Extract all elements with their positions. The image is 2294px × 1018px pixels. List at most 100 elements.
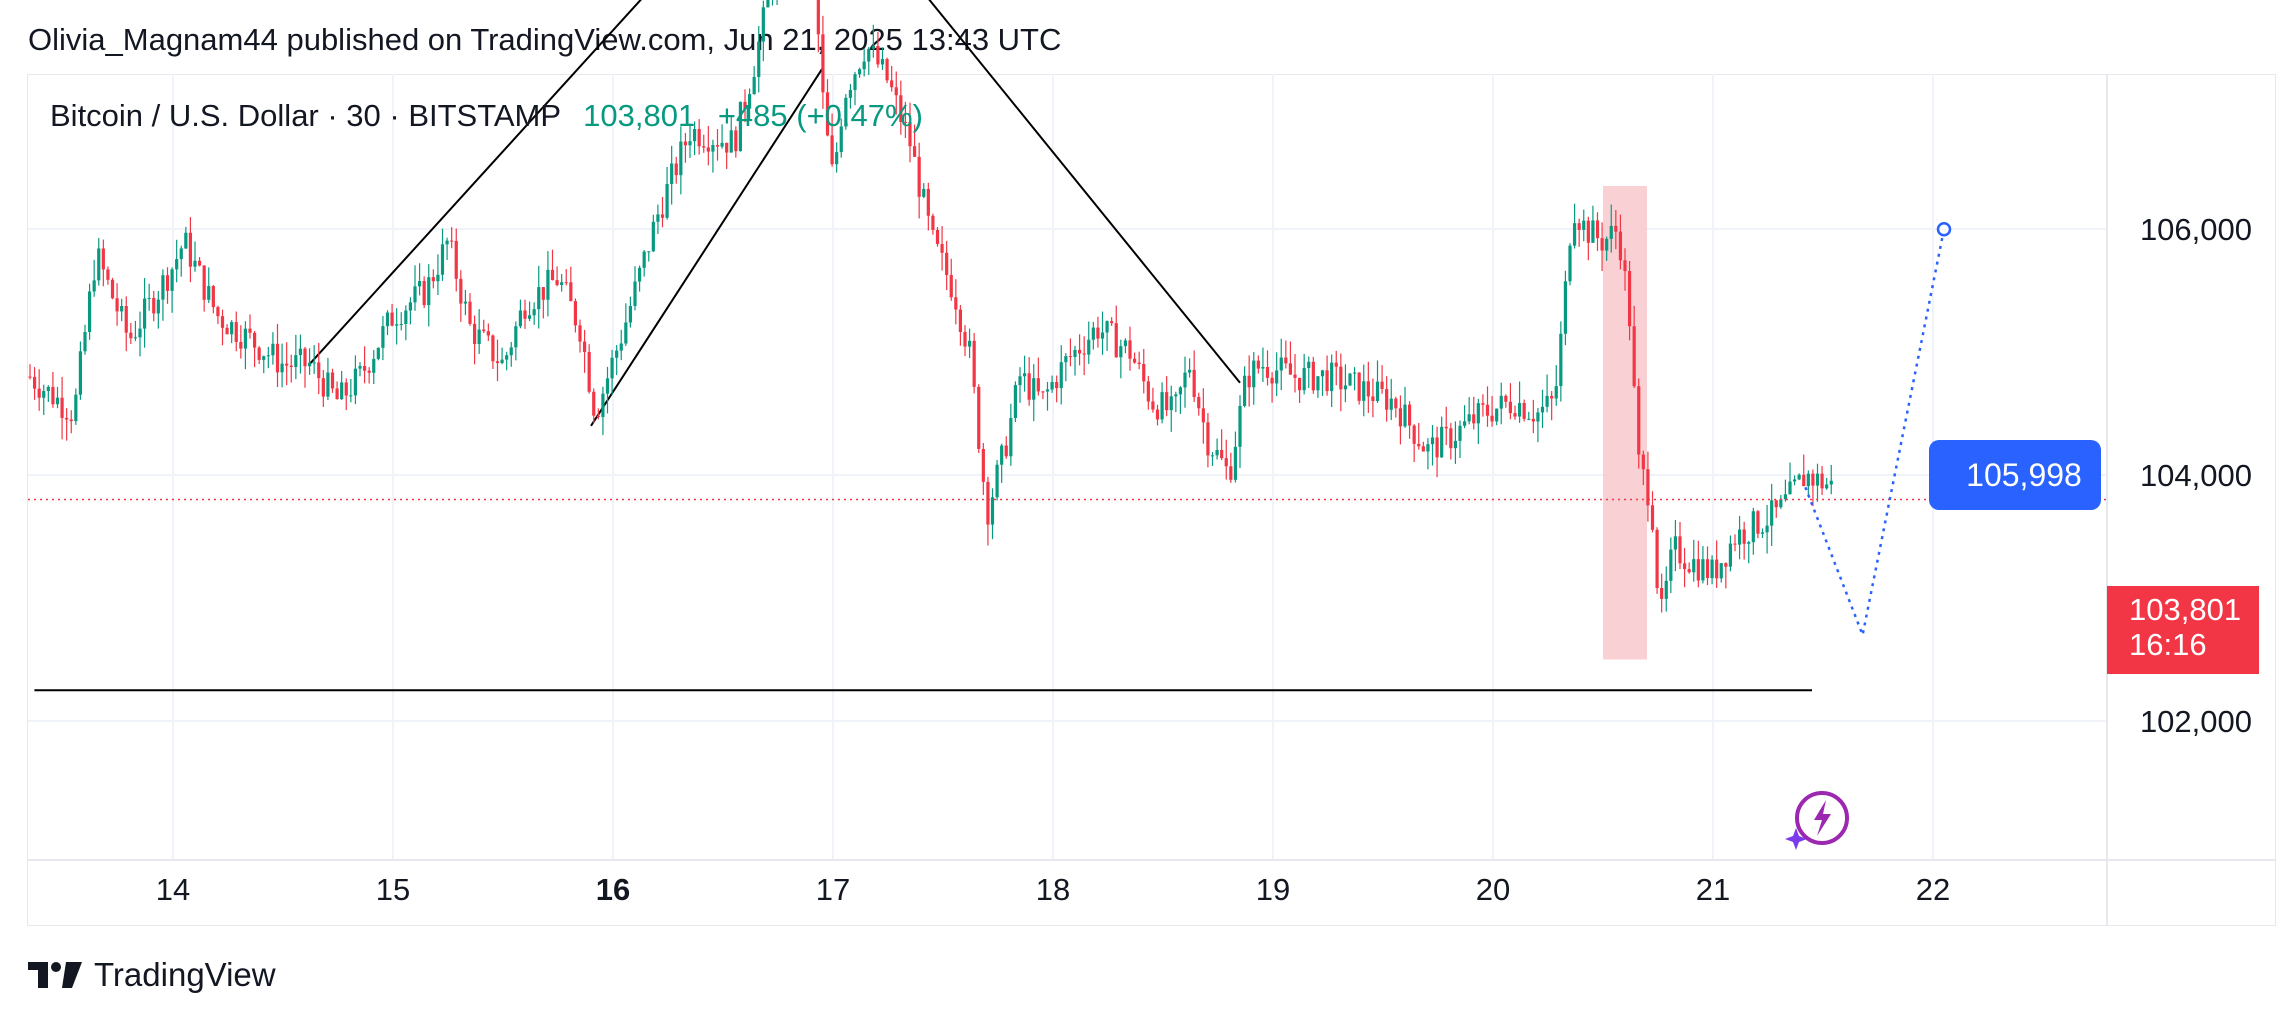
candle-body [1114, 323, 1118, 358]
candle-body [42, 390, 46, 398]
candle-body [899, 95, 903, 122]
candle-body [1187, 369, 1192, 373]
candle-body [1275, 370, 1279, 384]
candle-body [1490, 415, 1494, 422]
candle-body [1806, 473, 1810, 487]
candle-body [1174, 394, 1178, 397]
candle-body [582, 341, 587, 352]
symbol-legend[interactable]: Bitcoin / U.S. Dollar · 30 · BITSTAMP 10… [50, 98, 923, 134]
candle-body [1339, 366, 1343, 390]
candle-body [514, 326, 518, 348]
candle-body [505, 355, 509, 360]
candle-body [321, 378, 325, 397]
candle-body [1270, 377, 1274, 384]
price-tick-label: 102,000 [2140, 704, 2252, 739]
candle-body [935, 229, 940, 245]
candle-body [1036, 378, 1040, 392]
candle-body [876, 45, 880, 65]
candle-body [1077, 349, 1082, 354]
time-tick-label: 14 [156, 872, 190, 907]
candle-body [500, 359, 504, 364]
candle-body [46, 386, 50, 391]
candle-body [381, 326, 385, 348]
candle-body [1050, 382, 1054, 390]
candle-body [926, 188, 930, 216]
candle-body [110, 279, 115, 299]
candle-body [445, 240, 449, 245]
candle-body [903, 121, 908, 123]
candle-body [1421, 446, 1425, 452]
candle-body [1811, 473, 1815, 486]
candle-body [1600, 238, 1604, 251]
candle-body [1119, 346, 1123, 358]
candle-body [1022, 373, 1027, 377]
candle-body [825, 92, 830, 136]
candle-body [1238, 405, 1242, 447]
candle-body [175, 259, 179, 270]
time-axis: 14 15 16 17 18 19 20 21 22 [156, 872, 1950, 907]
candle-body [1394, 398, 1398, 409]
candle-body [431, 277, 435, 282]
candle-body [564, 282, 568, 284]
candle-body [427, 277, 431, 306]
candle-body [1013, 385, 1018, 418]
candle-body [1242, 375, 1247, 406]
brand-footer[interactable]: TradingView [28, 956, 276, 994]
candle-body [1146, 381, 1150, 402]
candle-body [596, 415, 600, 418]
candle-body [335, 388, 339, 400]
candle-body [1737, 529, 1742, 545]
candle-body [958, 309, 963, 333]
current-price-value: 103,801 [2129, 592, 2242, 627]
candle-body [436, 274, 440, 282]
candle-body [1467, 414, 1471, 422]
candle-body [156, 299, 160, 314]
candle-body [1696, 559, 1700, 581]
candle-body [1550, 395, 1554, 399]
candle-body [1673, 536, 1678, 550]
candle-body [216, 307, 220, 317]
candle-body [1756, 511, 1760, 534]
candle-body [230, 322, 234, 335]
candle-body [1517, 403, 1522, 417]
candle-body [1453, 440, 1458, 449]
candle-body [706, 147, 710, 152]
candle-body [1449, 428, 1453, 449]
candle-body [317, 362, 321, 379]
candle-body [757, 41, 761, 78]
candle-body [184, 232, 188, 249]
candle-body [1128, 340, 1132, 359]
candle-body [569, 282, 573, 302]
candle-body [106, 269, 110, 280]
candle-body [257, 347, 261, 360]
candle-body [990, 497, 995, 525]
candle-body [65, 417, 69, 420]
candle-body [1362, 381, 1366, 401]
candle-body [711, 145, 715, 152]
candle-body [202, 265, 206, 300]
candle-body [1178, 387, 1183, 395]
candle-body [986, 481, 990, 525]
candle-body [1682, 563, 1687, 570]
candle-body [1476, 403, 1480, 424]
candle-body [1481, 403, 1485, 405]
candle-body [1472, 414, 1476, 424]
candle-body [74, 394, 78, 422]
candle-body [37, 388, 41, 398]
lightning-spark-icon[interactable] [1782, 784, 1854, 856]
candle-body [390, 312, 394, 326]
candle-body [1412, 425, 1416, 444]
tradingview-logo-icon [28, 962, 82, 988]
candle-body [1646, 469, 1650, 506]
candle-body [1609, 225, 1613, 239]
target-price-label[interactable]: 105,998 [1929, 440, 2101, 510]
candle-body [32, 376, 37, 389]
candle-body [1664, 580, 1668, 599]
candle-body [1825, 484, 1829, 489]
candle-body [1385, 388, 1389, 410]
candle-body [940, 244, 944, 253]
candle-body [422, 281, 426, 306]
candle-body [289, 365, 293, 367]
candle-body [752, 77, 756, 95]
